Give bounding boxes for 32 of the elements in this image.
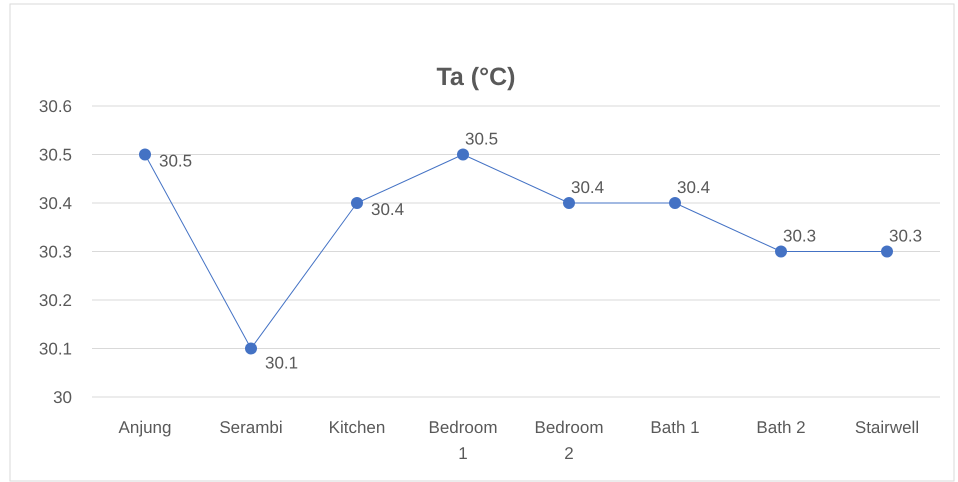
data-label: 30.3 (783, 226, 816, 246)
point (457, 148, 469, 160)
point (245, 342, 257, 354)
x-tick-label: Kitchen (328, 418, 386, 437)
x-tick-label: Serambi (219, 418, 283, 437)
data-label: 30.4 (677, 178, 710, 197)
y-tick-label: 30.5 (38, 145, 72, 164)
data-label: 30.1 (265, 354, 298, 372)
data-label: 30.4 (371, 200, 404, 219)
point (351, 197, 363, 209)
data-label: 30.3 (889, 226, 922, 246)
y-tick-label: 30.3 (38, 242, 72, 262)
x-tick-label: Bath 1 (650, 418, 700, 437)
x-tick-label: Anjung (118, 418, 172, 437)
y-tick-label: 30.1 (38, 339, 72, 358)
y-tick-label: 30.6 (38, 96, 72, 116)
y-tick-label: 30 (53, 388, 72, 407)
data-label: 30.5 (159, 152, 192, 170)
point (139, 148, 151, 160)
y-tick-label: 30.4 (38, 194, 72, 213)
point (563, 197, 575, 209)
x-tick-label: Bedroom 1 (428, 418, 498, 463)
x-tick-label: Bedroom 2 (534, 418, 604, 463)
x-tick-label: Stairwell (854, 418, 920, 437)
y-tick-label: 30.2 (38, 290, 72, 310)
chart-title: Ta (°C) (436, 63, 516, 91)
point (881, 246, 893, 258)
data-label: 30.5 (465, 130, 498, 148)
point (775, 246, 787, 258)
x-tick-label: Bath 2 (756, 418, 806, 437)
point (669, 197, 681, 209)
data-label: 30.4 (571, 178, 604, 197)
